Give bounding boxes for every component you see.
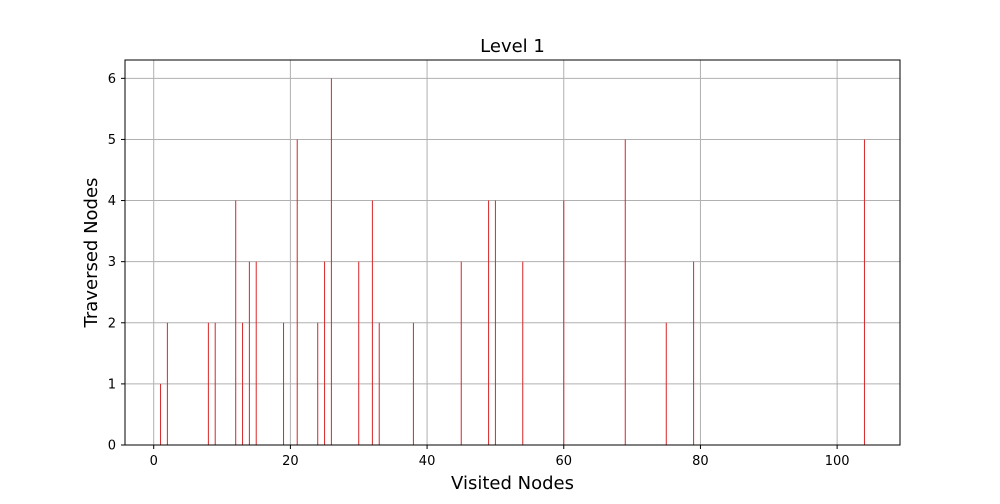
- y-tick-label: 2: [108, 316, 116, 331]
- y-tick-label: 6: [108, 72, 116, 87]
- y-tick-label: 3: [108, 255, 116, 270]
- chart-title: Level 1: [480, 36, 545, 57]
- y-tick-label: 1: [108, 377, 116, 392]
- x-tick-label: 20: [282, 454, 299, 469]
- x-tick-label: 40: [419, 454, 436, 469]
- grid: [125, 60, 900, 446]
- x-tick-label: 80: [692, 454, 709, 469]
- y-tick-label: 4: [108, 194, 116, 209]
- x-axis-label: Visited Nodes: [451, 473, 574, 494]
- x-tick-label: 60: [555, 454, 572, 469]
- y-tick-label: 5: [108, 133, 116, 148]
- x-tick-label: 0: [150, 454, 158, 469]
- plot-frame: [124, 59, 901, 446]
- bars: [160, 78, 865, 445]
- ticks: 0 20 40 60 80 100 0 1 2 3 4 5 6: [108, 72, 850, 469]
- y-tick-label: 0: [108, 439, 116, 454]
- x-tick-label: 100: [825, 454, 850, 469]
- y-axis-label: Traversed Nodes: [81, 178, 102, 329]
